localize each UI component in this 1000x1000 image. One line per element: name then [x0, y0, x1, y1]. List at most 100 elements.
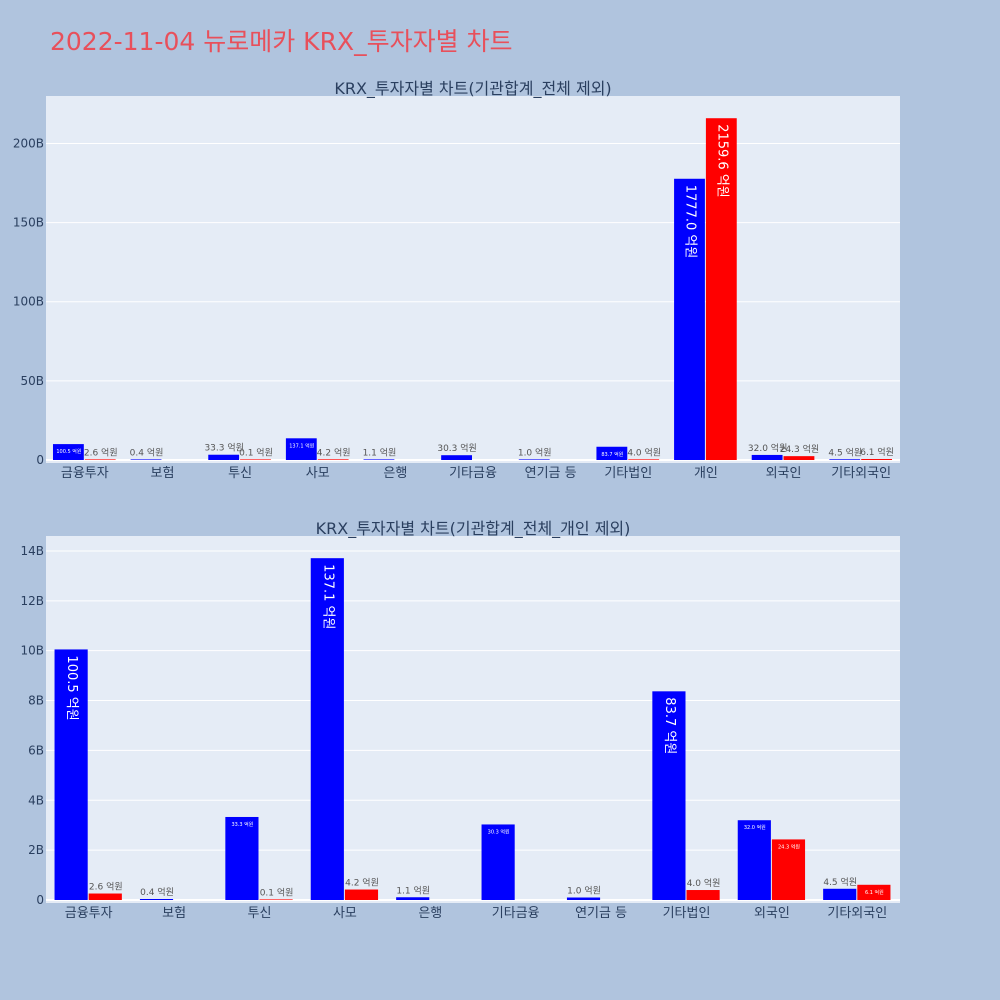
- y-tick-label: 150B: [13, 216, 44, 230]
- x-tick-label: 은행: [383, 465, 407, 481]
- x-tick-label: 투신: [248, 906, 272, 921]
- bar: [652, 691, 686, 900]
- bar: [240, 459, 271, 460]
- x-tick-label: 기타외국인: [827, 906, 887, 921]
- x-tick-label: 연기금 등: [575, 906, 627, 921]
- data-label: 32.0 억원: [748, 442, 787, 454]
- bar: [88, 893, 122, 900]
- data-label: 100.5 억원: [64, 655, 79, 720]
- bar: [686, 890, 720, 900]
- x-tick-label: 보험: [150, 466, 174, 481]
- bar: [396, 897, 430, 900]
- data-label: 32.0 억원: [744, 824, 766, 831]
- bar: [857, 884, 891, 900]
- data-label: 6.1 억원: [865, 889, 884, 896]
- data-label: 24.3 억원: [780, 443, 819, 455]
- x-tick-label: 사모: [333, 906, 357, 921]
- x-tick-label: 보험: [162, 906, 186, 921]
- bar: [52, 444, 84, 460]
- data-label: 0.1 억원: [260, 886, 294, 898]
- bar: [363, 459, 395, 460]
- data-label: 24.3 억원: [778, 843, 800, 850]
- data-label: 4.0 억원: [627, 446, 661, 458]
- bar: [705, 118, 737, 461]
- y-tick-label: 2B: [28, 843, 44, 857]
- data-label: 4.0 억원: [687, 877, 721, 889]
- chart-2: KRX_투자자별 차트(기관합계_전체_개인 제외) 0 2B 4B 6B 8B 10B 12…: [20, 519, 900, 921]
- bar: [481, 824, 515, 900]
- bar: [310, 558, 344, 900]
- y-tick-label: 10B: [20, 644, 44, 658]
- x-tick-label: 사모: [306, 466, 330, 481]
- y-tick-label: 50B: [20, 374, 44, 388]
- x-tick-label: 은행: [418, 905, 442, 921]
- y-tick-label: 0: [36, 893, 44, 907]
- data-label: 0.4 억원: [130, 446, 164, 458]
- data-label: 1.1 억원: [363, 446, 397, 458]
- x-tick-label: 개인: [694, 466, 718, 481]
- bar: [259, 899, 293, 900]
- bar: [771, 839, 806, 900]
- bar: [861, 459, 893, 460]
- data-label: 0.1 억원: [239, 446, 273, 458]
- x-tick-label: 금융투자: [65, 906, 113, 921]
- bar: [441, 455, 472, 460]
- bar: [130, 459, 162, 460]
- x-tick-label: 연기금 등: [525, 466, 577, 481]
- y-tick-label: 12B: [20, 594, 44, 608]
- chart-1: KRX_투자자별 차트(기관합계_전체 제외) 0 50B 100B 150B 200B 금…: [13, 79, 900, 481]
- data-label: 1.1 억원: [396, 884, 430, 896]
- data-label: 4.2 억원: [317, 446, 351, 458]
- x-tick-label: 기타외국인: [831, 466, 891, 481]
- y-tick-label: 0: [36, 453, 44, 467]
- y-tick-label: 4B: [28, 793, 44, 807]
- data-label: 4.2 억원: [345, 877, 379, 889]
- data-label: 2.6 억원: [84, 446, 118, 458]
- data-label: 1.0 억원: [518, 446, 552, 458]
- bar: [54, 649, 88, 900]
- data-label: 33.3 억원: [204, 442, 243, 454]
- bar: [208, 454, 240, 460]
- data-label: 0.4 억원: [140, 886, 174, 898]
- bar: [285, 438, 317, 460]
- bar: [317, 459, 349, 460]
- bar: [823, 888, 857, 900]
- bar: [783, 456, 815, 460]
- bar: [84, 459, 116, 460]
- data-label: 83.7 억원: [662, 697, 677, 754]
- bar: [596, 446, 628, 460]
- data-label: 2159.6 억원: [714, 124, 729, 198]
- chart-title: KRX_투자자별 차트(기관합계_전체_개인 제외): [316, 519, 631, 539]
- page-title: 2022-11-04 뉴로메카 KRX_투자자별 차트: [50, 27, 513, 56]
- data-label: 30.3 억원: [437, 442, 476, 454]
- data-label: 1777.0 억원: [682, 185, 697, 259]
- data-label: 4.5 억원: [828, 446, 862, 458]
- data-label: 1.0 억원: [567, 885, 601, 897]
- data-label: 6.1 억원: [860, 446, 894, 458]
- bar: [829, 459, 861, 460]
- bar: [751, 454, 783, 460]
- x-tick-label: 금융투자: [61, 466, 109, 481]
- x-tick-label: 투신: [228, 466, 252, 481]
- bar: [139, 899, 174, 900]
- y-tick-label: 8B: [28, 694, 44, 708]
- plot-area: [46, 96, 900, 463]
- data-label: 100.5 억원: [56, 448, 82, 455]
- y-tick-label: 100B: [13, 295, 44, 309]
- data-label: 137.1 억원: [289, 442, 315, 449]
- bar: [518, 459, 550, 460]
- data-label: 137.1 억원: [320, 564, 335, 629]
- x-tick-label: 기타금융: [449, 466, 497, 481]
- bar: [674, 178, 705, 460]
- data-label: 4.5 억원: [823, 876, 857, 888]
- data-label: 30.3 억원: [488, 828, 510, 835]
- bar: [737, 820, 771, 900]
- y-tick-label: 14B: [20, 544, 44, 558]
- x-tick-label: 기타금융: [492, 906, 540, 921]
- data-label: 83.7 억원: [601, 451, 623, 458]
- chart-title: KRX_투자자별 차트(기관합계_전체 제외): [334, 79, 611, 99]
- y-tick-label: 6B: [28, 743, 44, 757]
- x-tick-label: 기타법인: [604, 466, 652, 481]
- data-label: 33.3 억원: [231, 821, 253, 828]
- data-label: 2.6 억원: [89, 881, 123, 893]
